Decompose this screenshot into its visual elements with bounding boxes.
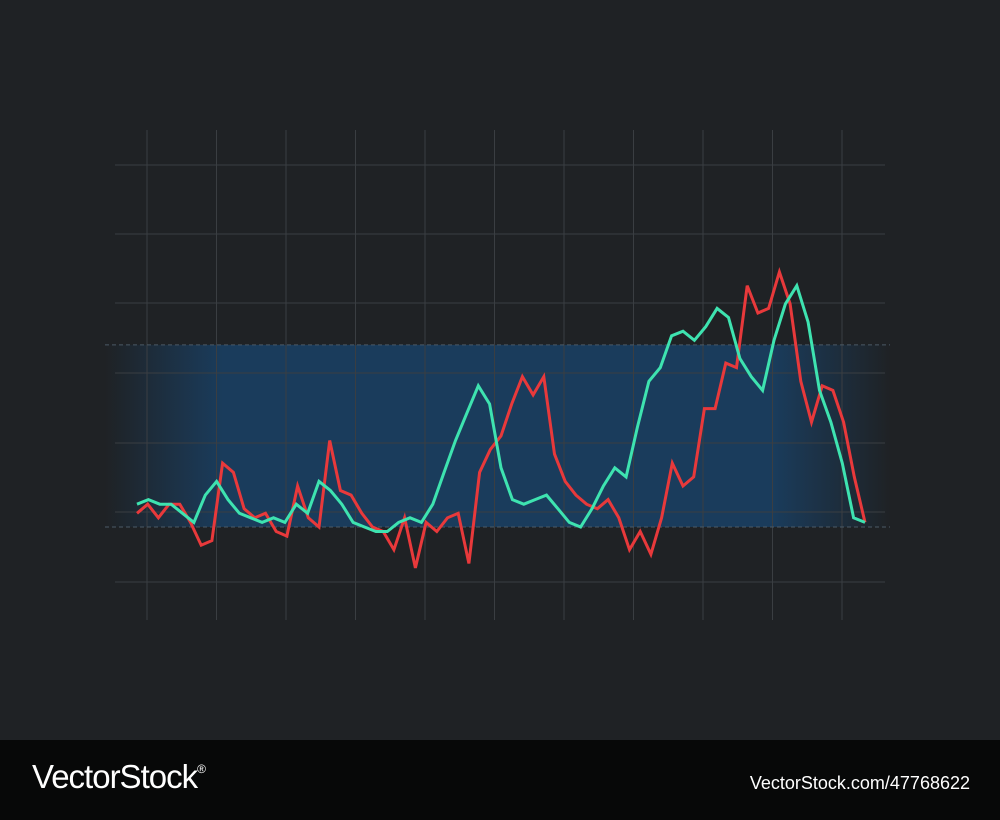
grid xyxy=(115,130,885,620)
series-line-1 xyxy=(136,267,867,569)
registered-mark: ® xyxy=(197,762,206,776)
image-id-label: VectorStock.com/47768622 xyxy=(749,773,970,793)
series-line-2 xyxy=(136,282,866,533)
series-lines xyxy=(136,267,867,569)
highlight-band xyxy=(105,344,890,527)
band-boundaries xyxy=(105,344,890,528)
line-chart xyxy=(105,130,890,620)
logo-text: VectorStock xyxy=(32,758,198,795)
footer-bar: VectorStock® VectorStock.com/47768622 xyxy=(0,740,1000,820)
vectorstock-logo: VectorStock® xyxy=(32,758,206,796)
